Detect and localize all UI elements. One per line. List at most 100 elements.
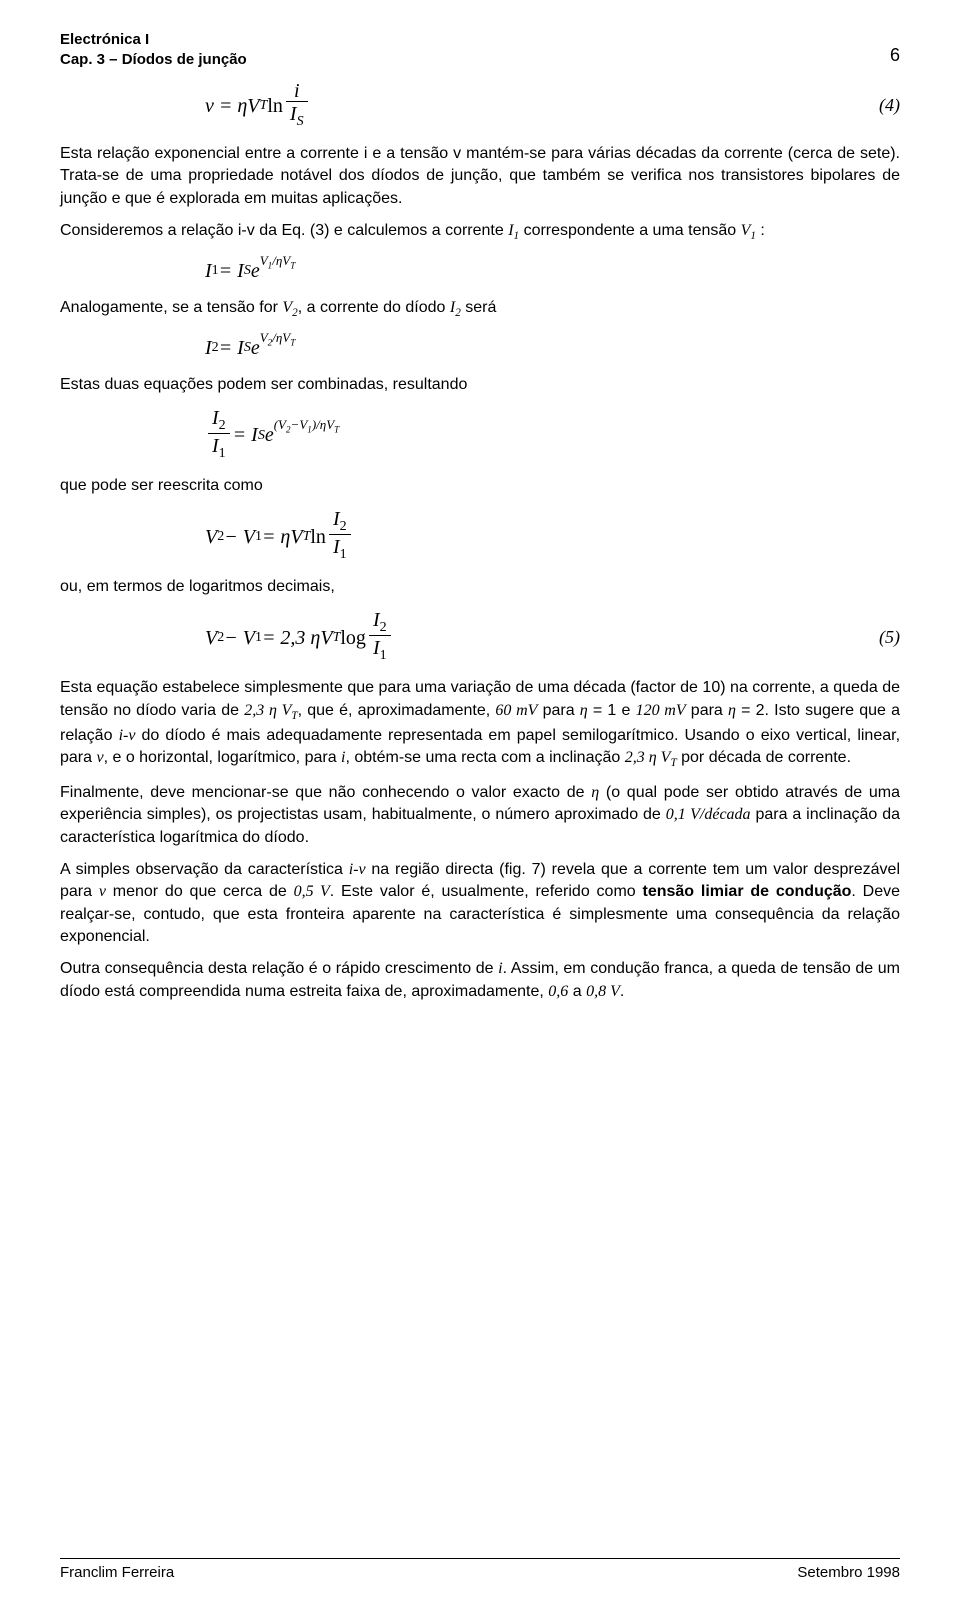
eq5-eq-sub: T xyxy=(333,628,341,648)
p9-bold: tensão limiar de condução xyxy=(642,883,851,900)
eqi2-lhs: I xyxy=(205,334,212,362)
eqv-den-sub: 1 xyxy=(340,547,347,562)
p7-b: , que é, aproximadamente, xyxy=(298,702,496,719)
eqi2-exp-t: T xyxy=(290,337,295,347)
p7-e: para xyxy=(686,702,728,719)
p7-val3: 120 mV xyxy=(636,702,686,719)
paragraph-4: Estas duas equações podem ser combinadas… xyxy=(60,374,900,396)
header: Electrónica I Cap. 3 – Díodos de junção xyxy=(60,30,900,69)
eqv-eq-sub: T xyxy=(303,527,311,547)
eq4-den-var: I xyxy=(290,103,297,125)
p3-a: Analogamente, se a tensão for xyxy=(60,299,282,316)
paragraph-7: Esta equação estabelece simplesmente que… xyxy=(60,677,900,772)
eq4-lhs: v xyxy=(205,92,214,120)
eqi1-is-sub: S xyxy=(244,261,251,281)
eqv-minus: − V xyxy=(224,523,255,551)
eq5-den-var: I xyxy=(373,637,380,659)
equation-4: v = ηVT ln i IS (4) xyxy=(60,81,900,131)
eqr-eq: = I xyxy=(233,421,258,449)
eqv-den-var: I xyxy=(333,536,340,558)
p7-iv: i-v xyxy=(119,727,136,744)
eqi1-e: e xyxy=(251,257,260,285)
eqi2-eq: = I xyxy=(219,334,244,362)
eqv-num-var: I xyxy=(333,508,340,530)
eqr-exp-close: )/ηV xyxy=(312,417,334,432)
eqv-lhs1: V xyxy=(205,523,217,551)
header-line2: Cap. 3 – Díodos de junção xyxy=(60,50,900,70)
p9-iv: i-v xyxy=(349,861,366,878)
page-number: 6 xyxy=(890,45,900,66)
equation-5: V2 − V1 = 2,3 ηVT log I2 I1 (5) xyxy=(60,610,900,665)
eq5-minus: − V xyxy=(224,624,255,652)
eqr-num-sub: 2 xyxy=(219,418,226,433)
p7-d: = 1 e xyxy=(588,702,636,719)
p7-j: , obtém-se uma recta com a inclinação xyxy=(345,749,624,766)
eqr-exp-t: T xyxy=(334,425,339,435)
p7-v: v xyxy=(96,749,103,766)
paragraph-10: Outra consequência desta relação é o ráp… xyxy=(60,958,900,1003)
p7-c: para xyxy=(537,702,579,719)
paragraph-2: Consideremos a relação i-v da Eq. (3) e … xyxy=(60,220,900,245)
p10-a: Outra consequência desta relação é o ráp… xyxy=(60,960,498,977)
p8-eta: η xyxy=(591,784,599,801)
p10-val1: 0,6 xyxy=(548,983,568,1000)
p10-c: a xyxy=(568,983,586,1000)
p7-val1: 2,3 η V xyxy=(244,702,291,719)
eq4-body: = ηV xyxy=(219,92,260,120)
eqr-exp-mid: −V xyxy=(291,417,308,432)
eq4-number: (4) xyxy=(879,93,900,118)
eqv-lhs1-sub: 2 xyxy=(217,527,224,547)
eq5-den-sub: 1 xyxy=(380,648,387,663)
p9-v: v xyxy=(99,883,106,900)
p3-c: será xyxy=(461,299,497,316)
eq5-num-sub: 2 xyxy=(380,620,387,635)
p10-val2: 0,8 V xyxy=(586,983,620,1000)
eqi2-e: e xyxy=(251,334,260,362)
eqi1-exp-t: T xyxy=(290,260,295,270)
eqv-lhs2-sub: 1 xyxy=(255,527,262,547)
eq5-eq: = 2,3 ηV xyxy=(262,624,333,652)
paragraph-9: A simples observação da característica i… xyxy=(60,859,900,949)
eqr-den-sub: 1 xyxy=(219,446,226,461)
equation-ratio: I2 I1 = IS e (V2−V1)/ηVT xyxy=(60,408,900,463)
eqi2-exp-v: V xyxy=(260,330,268,345)
p3-b: , a corrente do díodo xyxy=(298,299,450,316)
eqi1-lhs-sub: 1 xyxy=(212,261,219,281)
eqr-is-sub: S xyxy=(258,426,265,446)
paragraph-1: Esta relação exponencial entre a corrent… xyxy=(60,143,900,210)
paragraph-3: Analogamente, se a tensão for V2, a corr… xyxy=(60,297,900,322)
p3-v2: V xyxy=(282,299,292,316)
equation-v2v1: V2 − V1 = ηVT ln I2 I1 xyxy=(60,509,900,564)
p7-val2: 60 mV xyxy=(495,702,537,719)
p2-b: correspondente a uma tensão xyxy=(519,222,740,239)
p7-val4: 2,3 η V xyxy=(625,749,671,766)
eq5-number: (5) xyxy=(879,625,900,650)
p8-val: 0,1 V/década xyxy=(666,806,751,823)
eqr-exp-open: (V xyxy=(274,417,286,432)
eq5-log: log xyxy=(340,624,366,652)
eq5-lhs1-sub: 2 xyxy=(217,628,224,648)
paragraph-6: ou, em termos de logaritmos decimais, xyxy=(60,576,900,598)
eqi2-exp-div: /ηV xyxy=(272,330,290,345)
eq4-den-sub: S xyxy=(297,114,304,129)
p8-a: Finalmente, deve mencionar-se que não co… xyxy=(60,784,591,801)
eqv-ln: ln xyxy=(310,523,326,551)
equation-i2: I2 = IS e V2/ηVT xyxy=(60,334,900,362)
eq4-body-sub: T xyxy=(260,96,268,116)
p7-eta1: η xyxy=(580,702,588,719)
p7-eta2: η xyxy=(728,702,736,719)
footer: Franclim Ferreira Setembro 1998 xyxy=(60,1558,900,1581)
eqi1-eq: = I xyxy=(219,257,244,285)
eq4-ln: ln xyxy=(267,92,283,120)
p2-v1: V xyxy=(741,222,751,239)
paragraph-5: que pode ser reescrita como xyxy=(60,475,900,497)
p2-c: : xyxy=(756,222,765,239)
p7-h: , e o horizontal, logarítmico, para xyxy=(104,749,341,766)
eq5-num-var: I xyxy=(373,609,380,631)
eqv-eq: = ηV xyxy=(262,523,303,551)
p7-k: por década de corrente. xyxy=(677,749,851,766)
eqr-num-var: I xyxy=(212,407,219,429)
p10-d: . xyxy=(620,983,624,1000)
p9-c: menor do que cerca de xyxy=(106,883,294,900)
p9-val: 0,5 V xyxy=(294,883,330,900)
